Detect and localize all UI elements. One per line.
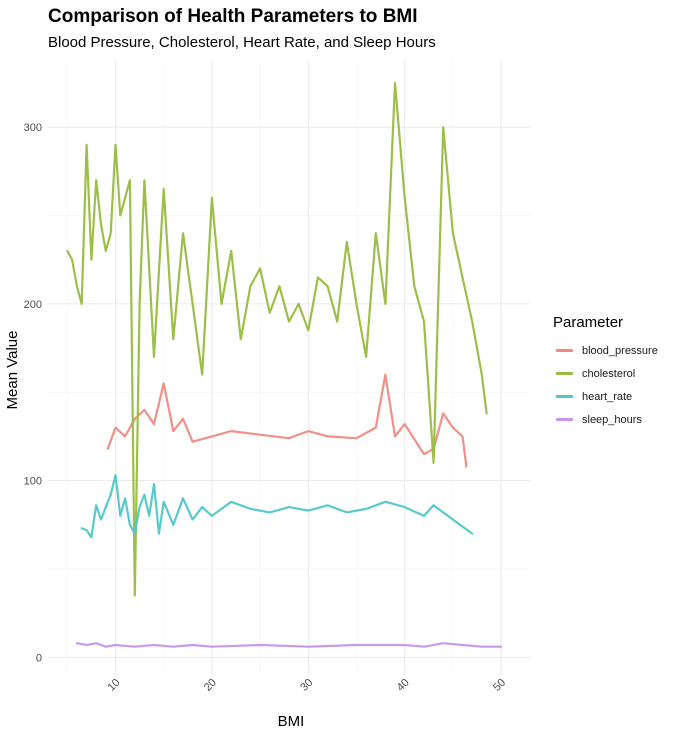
series-line-blood-pressure	[106, 373, 468, 468]
legend-label: sleep_hours	[582, 413, 642, 426]
legend-label: heart_rate	[582, 390, 633, 403]
legend-label: blood_pressure	[582, 344, 658, 357]
y-tick-label: 200	[24, 299, 42, 311]
legend-key	[556, 395, 573, 398]
legend-title: Parameter	[553, 314, 624, 331]
series-line-sleep-hours	[75, 642, 503, 648]
x-tick-label: 50	[491, 677, 508, 694]
y-tick-labels: 0 100 200 300	[24, 122, 42, 664]
y-axis-label: Mean Value	[4, 331, 21, 410]
legend-item-cholesterol: cholesterol	[553, 362, 658, 385]
series-line-heart-rate	[80, 474, 474, 539]
legend-item-heart-rate: heart_rate	[553, 385, 658, 408]
x-tick-label: 20	[202, 677, 219, 694]
legend: Parameter blood_pressure cholesterol heart…	[553, 314, 658, 431]
x-tick-label: 10	[105, 677, 122, 694]
chart-subtitle: Blood Pressure, Cholesterol, Heart Rate,…	[48, 34, 436, 51]
y-tick-label: 300	[24, 122, 42, 134]
legend-key	[556, 418, 573, 421]
y-tick-label: 100	[24, 476, 42, 488]
grid-lines	[48, 60, 530, 675]
x-axis-label: BMI	[278, 713, 305, 730]
legend-key	[556, 349, 573, 352]
legend-key	[556, 372, 573, 375]
x-tick-label: 30	[298, 677, 315, 694]
x-tick-label: 40	[395, 677, 412, 694]
series-lines	[66, 81, 503, 648]
legend-label: cholesterol	[582, 367, 636, 380]
legend-item-sleep-hours: sleep_hours	[553, 408, 658, 431]
series-line-cholesterol	[66, 81, 488, 597]
chart-title: Comparison of Health Parameters to BMI	[48, 6, 418, 27]
x-tick-labels: 10 20 30 40 50	[105, 677, 508, 694]
y-tick-label: 0	[36, 652, 42, 664]
legend-item-blood-pressure: blood_pressure	[553, 339, 658, 362]
